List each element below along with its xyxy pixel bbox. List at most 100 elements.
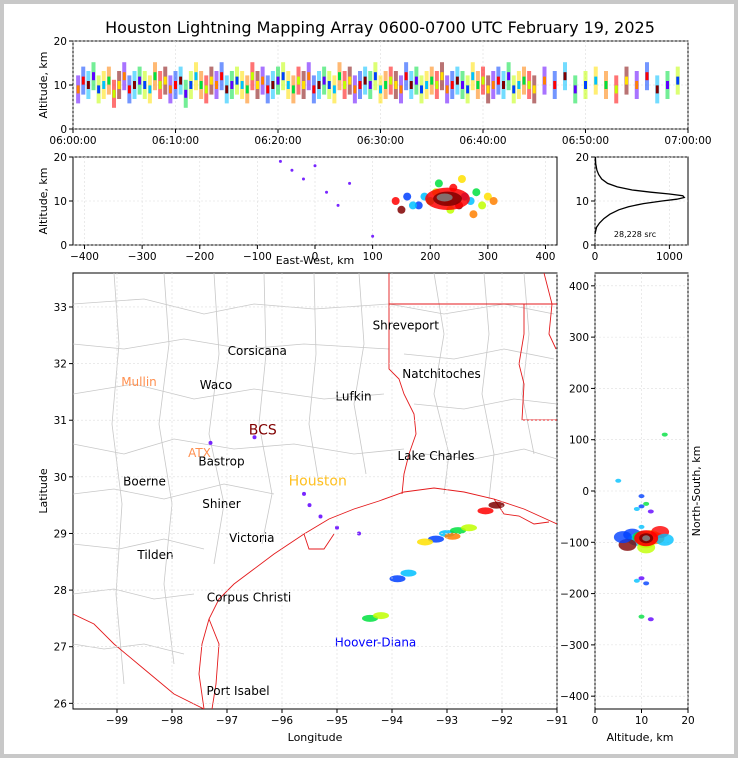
time-source-point [302,81,306,89]
time-source-point [481,76,485,85]
lat-tick-label: 27 [54,642,67,654]
city-label: Houston [289,473,347,489]
time-source-point [286,81,290,89]
time-source-point [655,85,659,94]
time-source-point [343,81,347,89]
time-source-point [261,76,265,85]
north-south-source-point [638,524,645,529]
time-source-point [532,85,536,94]
time-source-point [604,81,608,89]
ns-alt-tick-label: 10 [635,715,648,727]
time-source-point [76,85,80,94]
map-city-labels: Shreveport Corsicana Natchitoches Mullin Wac… [121,319,481,698]
city-label: Victoria [229,531,275,545]
time-source-point [194,72,198,81]
time-source-point [527,81,531,89]
time-source-point [117,81,121,89]
time-source-point [138,76,142,85]
north-south-source-point [638,494,645,499]
lon-tick-label: −91 [546,715,568,727]
time-source-point [184,89,188,98]
alt-time-tick-label: 20 [54,36,67,48]
time-source-point [209,76,213,85]
north-south-source-point [633,506,640,511]
map-source-point [335,525,339,530]
axis-ticks: 06:00:00 06:10:00 06:20:00 06:30:00 06:40:00… [49,36,711,727]
north-south-source-point [643,581,650,586]
east-west-tick-label: 300 [478,251,498,263]
time-tick-label: 06:40:00 [459,135,506,147]
east-west-tick-label: −400 [70,251,99,263]
map-source-point [389,575,406,583]
lat-tick-label: 30 [54,472,67,484]
time-source-point [676,76,680,85]
lon-tick-label: −96 [271,715,293,727]
time-source-point [327,81,331,89]
time-source-point [348,76,352,85]
time-source-point [384,81,388,89]
lat-tick-label: 33 [54,302,67,314]
time-source-point [435,81,439,89]
north-south-tick-label: 400 [569,281,589,293]
time-source-point [399,85,403,94]
time-source-point [584,81,587,89]
time-tick-label: 07:00:00 [664,135,711,147]
north-south-source-core [642,535,651,542]
time-source-point [476,81,480,89]
north-south-sources [613,432,674,622]
histogram-source-count: 28,228 src [614,230,656,239]
xlabel-longitude: Longitude [288,731,343,744]
ylabel-latitude: Latitude [37,468,50,514]
ns-alt-tick-label: 20 [681,715,694,727]
time-source-point [496,76,500,85]
lon-tick-label: −97 [216,715,238,727]
north-south-tick-label: −300 [560,640,589,652]
east-west-source-point [397,205,406,214]
hist-alt-tick-label: 0 [582,240,589,252]
time-source-point [163,76,167,85]
time-source-point [271,81,275,89]
lat-tick-label: 31 [54,415,67,427]
time-source-point [332,85,336,94]
east-west-source-point [278,159,282,163]
time-source-point [158,81,162,89]
time-source-point [189,81,193,89]
time-source-point [307,72,311,81]
hist-alt-tick-label: 20 [576,152,589,164]
time-source-point [425,81,429,89]
east-west-source-point [348,181,352,185]
time-source-point [102,81,106,89]
lon-tick-label: −99 [106,715,128,727]
north-south-tick-label: 100 [569,435,589,447]
time-source-point [122,72,126,81]
time-source-point [297,76,300,85]
city-label: BCS [249,422,277,438]
time-source-point [635,81,639,89]
time-source-point [414,76,418,85]
time-source-point [312,85,316,94]
east-west-source-point [457,175,466,183]
north-south-source-point [615,478,622,483]
city-label: Waco [200,378,232,392]
time-source-point [199,81,203,89]
time-tick-label: 06:00:00 [49,135,96,147]
east-west-tick-label: 0 [312,251,319,263]
map-source-point [208,440,213,445]
east-west-source-core [436,193,453,202]
north-south-tick-label: −400 [560,691,589,703]
lat-tick-label: 32 [54,359,67,371]
east-west-source-point [301,177,305,181]
time-source-point [133,81,136,89]
time-source-point [256,81,259,89]
time-source-point [92,72,95,81]
alt-time-tick-label: 10 [54,80,67,92]
time-source-point [317,81,321,89]
time-source-point [486,85,490,94]
time-tick-label: 06:50:00 [562,135,609,147]
time-source-point [466,85,470,94]
time-source-point [179,76,183,85]
east-west-tick-label: 400 [535,251,555,263]
lat-tick-label: 28 [54,585,67,597]
city-label: Bastrop [198,455,244,469]
lon-tick-label: −95 [326,715,348,727]
